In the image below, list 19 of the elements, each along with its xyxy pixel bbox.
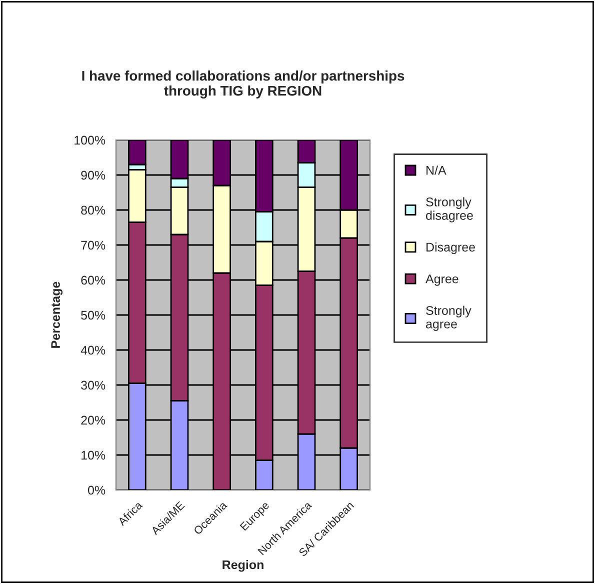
chart-title: I have formed collaborations and/or partnerships through TIG by REGION xyxy=(82,70,404,98)
y-tick-label: 30% xyxy=(81,380,106,390)
legend-label: N/A xyxy=(426,166,446,175)
y-tick-label: 40% xyxy=(80,346,106,355)
y-axis-title: Percentage xyxy=(51,282,63,348)
y-tick-label: 20% xyxy=(81,416,106,425)
y-tick-label: 70% xyxy=(81,240,106,250)
y-tick-label: 60% xyxy=(81,276,106,285)
x-axis-title: Region xyxy=(222,560,264,572)
y-tick-label: 80% xyxy=(81,206,106,215)
y-tick-label: 0% xyxy=(88,486,106,495)
y-tick-label: 10% xyxy=(82,450,106,460)
legend-label: Agree xyxy=(426,274,458,286)
legend-label: Strongly agree xyxy=(426,306,472,331)
y-tick-label: 100% xyxy=(74,136,106,145)
legend-label: Disagree xyxy=(426,242,475,254)
y-tick-label: 50% xyxy=(81,310,106,320)
y-tick-label: 90% xyxy=(81,170,106,180)
legend-label: Strongly disagree xyxy=(426,197,473,222)
